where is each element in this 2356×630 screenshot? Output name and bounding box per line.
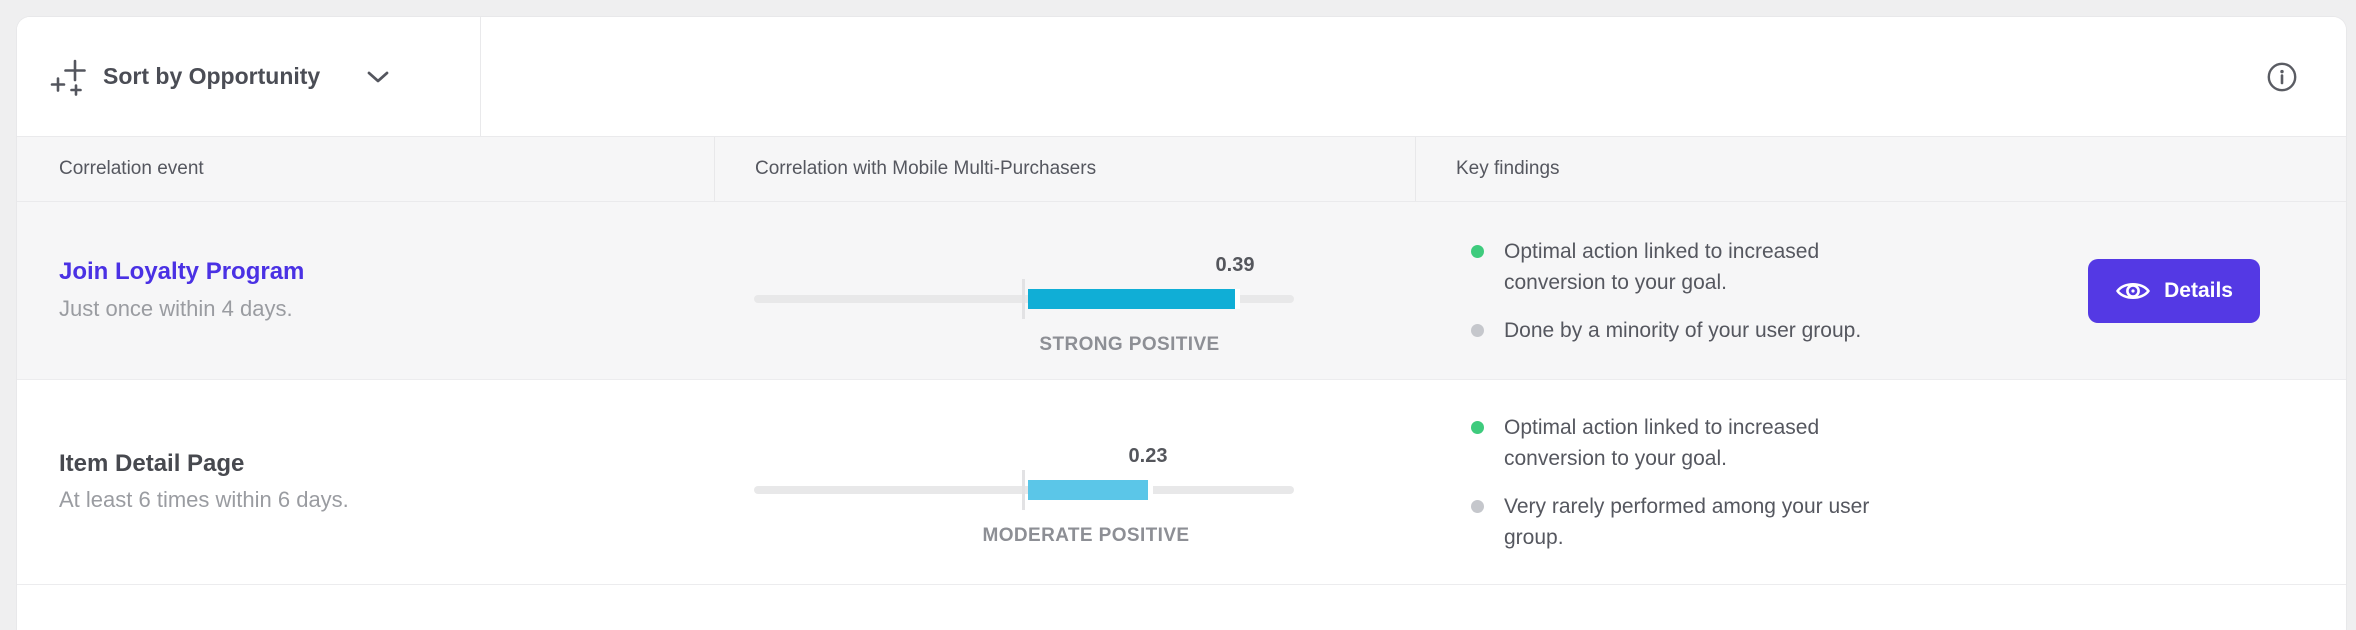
key-findings-cell: Optimal action linked to increased conve… [1415,202,2346,379]
details-button-label: Details [2164,278,2233,302]
correlation-event-cell: Join Loyalty Program Just once within 4 … [17,202,714,379]
finding-bullet-positive [1471,420,1484,434]
column-header-key-findings: Key findings [1415,137,2346,201]
correlation-meter: 0.23 MODERATE POSITIVE [754,388,1294,592]
eye-icon [2115,278,2151,304]
findings-list: Optimal action linked to increased conve… [1455,236,2088,346]
details-button[interactable]: Details [2088,258,2260,323]
info-circle-icon [2266,62,2298,96]
table-header-row: Correlation event Correlation with Mobil… [17,136,2346,202]
correlation-event-cell: Item Detail Page At least 6 times within… [17,380,714,584]
correlation-event-title: Item Detail Page [59,449,245,477]
correlation-meter: 0.39 STRONG POSITIVE [754,210,1294,387]
table-row-partial [17,585,2346,630]
column-header-correlation-event: Correlation event [59,158,204,179]
finding-bullet-neutral [1471,499,1484,513]
finding-text: Done by a minority of your user group. [1504,318,1862,342]
correlation-zero-tick [1022,278,1025,319]
table-row: Item Detail Page At least 6 times within… [17,380,2346,585]
sort-button-label: Sort by Opportunity [103,63,321,89]
finding-item: Very rarely performed among your user gr… [1455,491,2260,553]
finding-item: Optimal action linked to increased conve… [1455,412,2260,474]
findings-list: Optimal action linked to increased conve… [1455,412,2260,553]
finding-bullet-neutral [1471,323,1484,337]
finding-item: Optimal action linked to increased conve… [1455,236,2088,298]
correlation-event-link[interactable]: Join Loyalty Program [59,258,305,286]
finding-text: Optimal action linked to increased conve… [1504,415,1820,470]
finding-bullet-positive [1471,244,1484,258]
toolbar: Sort by Opportunity [17,17,2346,136]
table-row: Join Loyalty Program Just once within 4 … [17,202,2346,380]
finding-text: Optimal action linked to increased conve… [1504,239,1820,294]
correlation-strength-label: STRONG POSITIVE [1039,333,1220,355]
correlation-cell: 0.39 STRONG POSITIVE [714,202,1415,379]
key-findings-cell: Optimal action linked to increased conve… [1415,380,2346,584]
chevron-down-icon [366,70,390,84]
sparkles-plus-icon [49,56,91,98]
correlation-event-frequency: Just once within 4 days. [59,295,293,321]
correlation-event-frequency: At least 6 times within 6 days. [59,487,349,513]
correlation-bar [1028,288,1240,309]
correlations-panel: Sort by Opportunity Correlation event Co… [16,16,2347,630]
correlation-cell: 0.23 MODERATE POSITIVE [714,380,1415,584]
correlation-zero-tick [1022,470,1025,510]
correlation-strength-label: MODERATE POSITIVE [982,525,1190,546]
info-button[interactable] [2266,61,2298,93]
finding-text: Very rarely performed among your user gr… [1504,494,1870,549]
sort-by-opportunity-button[interactable]: Sort by Opportunity [17,17,481,136]
finding-item: Done by a minority of your user group. [1455,315,2088,346]
correlation-bar [1028,480,1153,500]
correlation-value: 0.39 [1215,253,1255,276]
column-header-correlation-with-segment: Correlation with Mobile Multi-Purchasers [714,137,1415,201]
correlation-value: 0.23 [1128,445,1168,467]
